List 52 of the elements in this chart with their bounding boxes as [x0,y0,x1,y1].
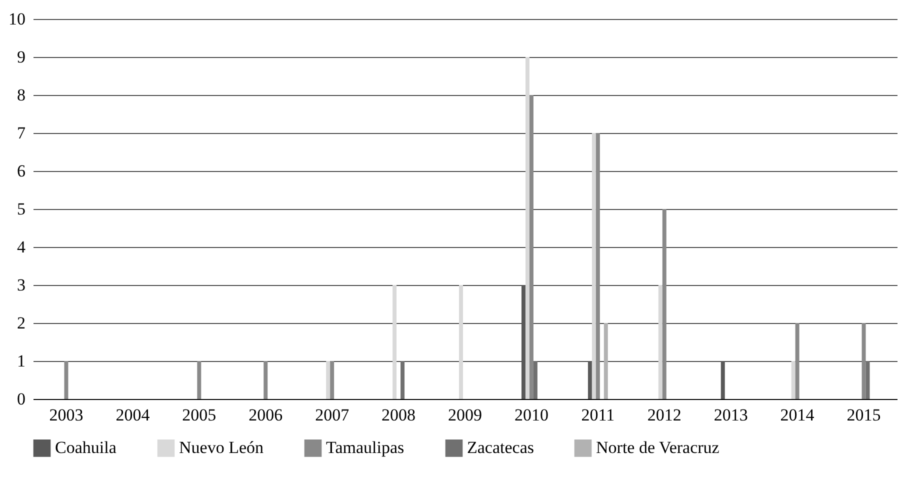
bar [720,361,725,399]
x-tick-label: 2004 [116,406,150,424]
legend-label: Tamaulipas [326,438,404,458]
bar [791,361,796,399]
x-tick-label: 2008 [382,406,416,424]
bar [604,323,608,399]
y-tick-label: 10 [8,10,26,28]
legend-label: Zacatecas [467,438,534,458]
bar [658,285,662,399]
bar [588,361,592,399]
bar [197,361,202,399]
bar [459,285,464,399]
legend-label: Norte de Veracruz [596,438,720,458]
x-tick-label: 2005 [182,406,216,424]
bar [592,133,596,399]
y-tick-label: 1 [17,352,26,370]
bar [662,209,666,399]
legend-label: Nuevo León [179,438,264,458]
y-tick-label: 5 [17,200,26,218]
y-tick-label: 9 [17,48,26,66]
x-tick-label: 2015 [846,406,881,424]
x-tick-label: 2003 [49,406,84,424]
x-tick-label: 2009 [448,406,482,424]
bar [326,361,330,399]
bar [533,361,538,399]
y-tick-label: 0 [17,390,26,408]
bar [862,323,866,399]
bar [64,361,68,399]
bar [525,57,530,399]
bar [392,285,397,399]
bar [795,323,800,399]
y-tick-label: 8 [17,86,26,104]
y-tick-label: 7 [17,124,26,142]
x-tick-label: 2012 [647,406,682,424]
x-tick-label: 2007 [315,406,350,424]
bar [529,95,534,399]
bar [400,361,405,399]
y-tick-label: 2 [17,314,26,332]
bar [866,361,870,399]
y-tick-label: 3 [17,276,26,294]
x-tick-label: 2013 [714,406,748,424]
x-tick-label: 2006 [248,406,283,424]
x-tick-label: 2011 [581,406,615,424]
y-tick-label: 6 [17,162,26,180]
bar [596,133,600,399]
bar [330,361,334,399]
x-tick-label: 2014 [780,406,815,424]
x-tick-label: 2010 [514,406,548,424]
legend-label: Coahuila [55,438,117,458]
y-tick-label: 4 [17,238,26,256]
bar [264,361,268,399]
bar [521,285,526,399]
